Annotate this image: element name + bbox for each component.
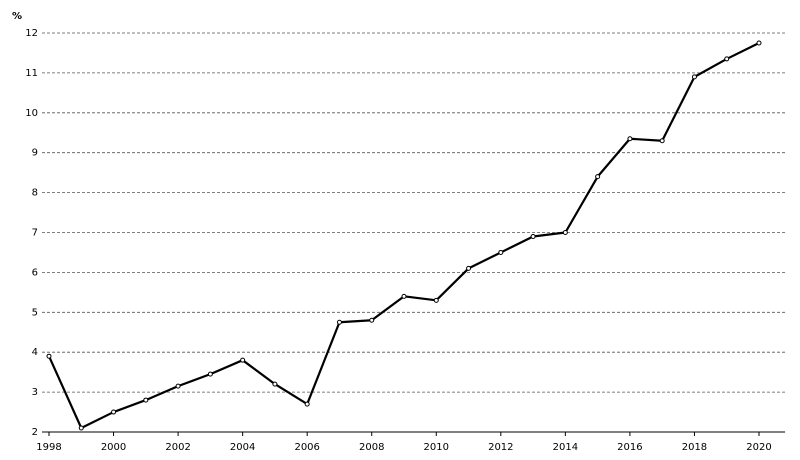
x-tick-label: 2014 [553, 442, 578, 453]
point [240, 357, 246, 363]
x-tick-label: 2004 [230, 442, 255, 453]
y-tick-label: 11 [25, 68, 38, 79]
x-tick-label: 2000 [101, 442, 126, 453]
point [207, 371, 213, 377]
line [47, 41, 760, 430]
point [78, 425, 84, 431]
x-tick-label: 2002 [165, 442, 190, 453]
point [691, 74, 697, 80]
point [562, 230, 568, 235]
point [433, 297, 439, 303]
point [756, 40, 762, 46]
point [724, 56, 730, 62]
y-tick-label: 9 [32, 148, 38, 159]
y-tick-label: 10 [25, 108, 38, 119]
y-tick-label: 12 [25, 28, 38, 39]
point [272, 381, 278, 387]
point [466, 265, 472, 271]
y-tick-label: 2 [32, 427, 38, 438]
point [46, 353, 52, 359]
y-tick-label: 7 [32, 228, 38, 239]
point [143, 397, 149, 403]
point [627, 136, 633, 142]
point [401, 293, 407, 299]
x-tick-label: 2016 [617, 442, 642, 453]
y-tick-label: 6 [32, 267, 38, 278]
x-tick-label: 1998 [36, 442, 61, 453]
point [111, 409, 117, 415]
point [336, 319, 342, 325]
x-tick-label: 2008 [359, 442, 384, 453]
y-tick-label: 3 [32, 387, 38, 398]
y-axis-label: % [12, 11, 22, 22]
point [304, 401, 310, 407]
x-tick-label: 2018 [682, 442, 707, 453]
point [369, 317, 375, 323]
x-tick-label: 2012 [488, 442, 513, 453]
point [498, 249, 504, 255]
point [530, 233, 536, 239]
point [595, 174, 601, 180]
x-tick-label: 2020 [746, 442, 771, 453]
y-tick-label: 4 [32, 347, 38, 358]
x-tick-label: 2006 [294, 442, 319, 453]
y-tick-label: 5 [32, 307, 38, 318]
point [175, 383, 181, 389]
x-tick-label: 2010 [424, 442, 449, 453]
point [659, 138, 665, 144]
y-tick-label: 8 [32, 188, 38, 199]
